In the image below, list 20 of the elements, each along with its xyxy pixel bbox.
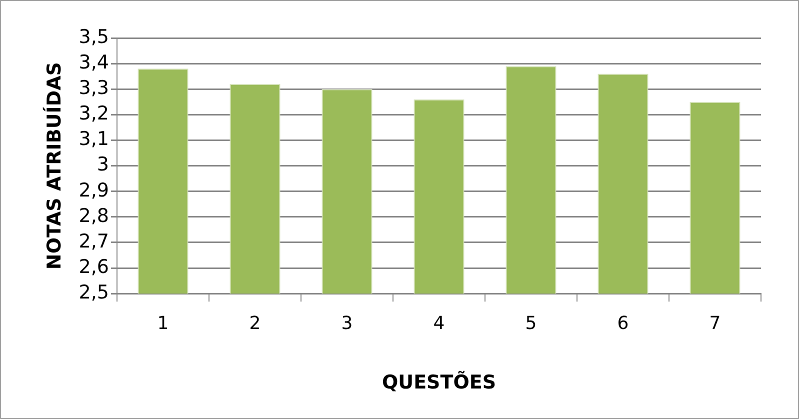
x-tick-label: 5: [525, 313, 537, 334]
x-tick-label: 3: [341, 313, 353, 334]
y-tick-label: 3: [96, 154, 110, 176]
x-tick-label: 7: [709, 313, 721, 334]
y-tick-label: 2,8: [78, 204, 110, 227]
y-tick-label: 3,4: [78, 52, 110, 74]
x-tick-label: 1: [157, 313, 169, 334]
y-tick-label: 2,6: [78, 256, 110, 278]
y-tick-label: 2,5: [78, 282, 110, 304]
x-tick-label: 6: [617, 313, 629, 334]
y-axis-title: NOTAS ATRIBUÍDAS: [42, 62, 66, 270]
x-axis-title: QUESTÕES: [382, 370, 496, 394]
y-tick-label: 2,9: [78, 179, 110, 202]
y-tick-label: 2,7: [78, 230, 110, 252]
x-tick-label: 4: [433, 313, 445, 334]
y-tick-label: 3,3: [78, 77, 110, 100]
y-tick-label: 3,5: [78, 26, 110, 48]
y-tick-label: 3,1: [78, 128, 110, 150]
x-tick-label: 2: [249, 313, 261, 334]
y-tick-label: 3,2: [78, 102, 110, 125]
